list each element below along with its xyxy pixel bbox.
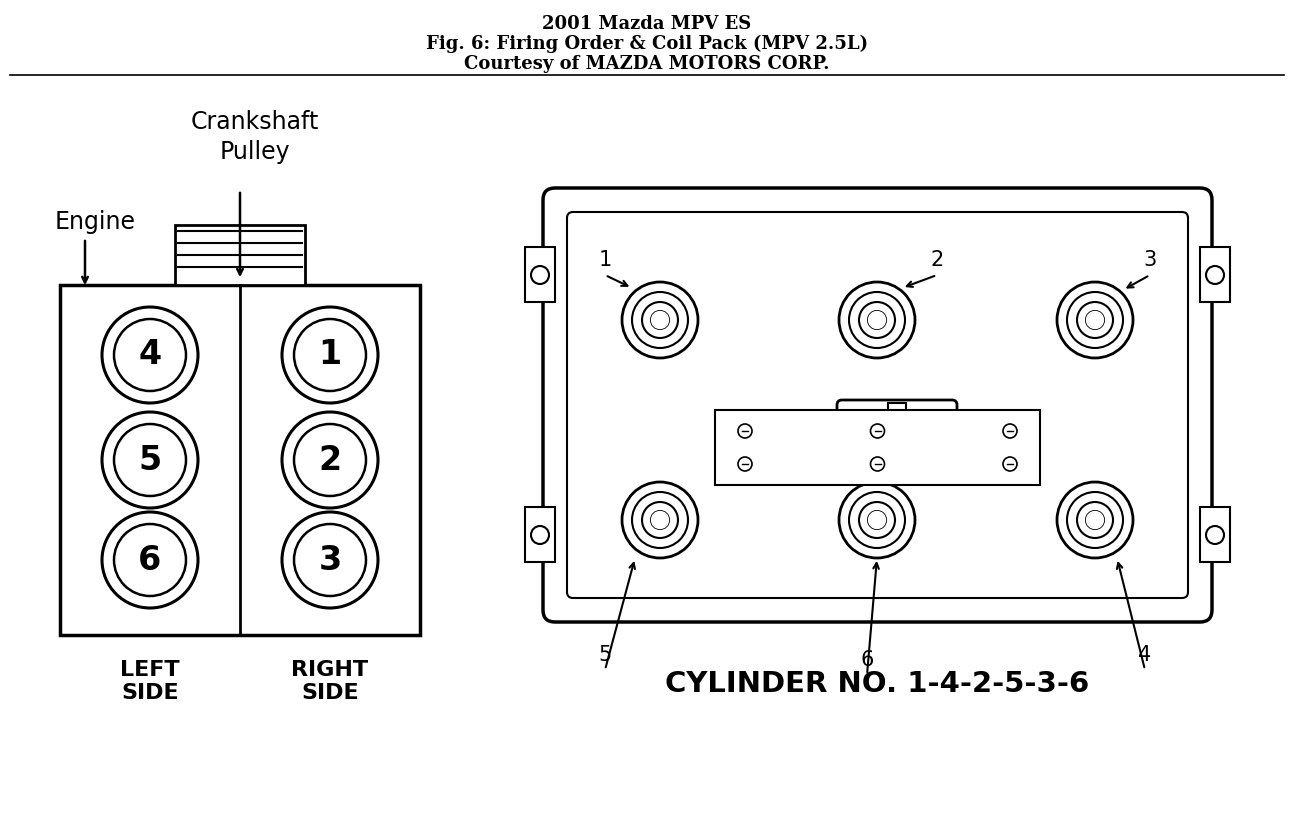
Circle shape (868, 311, 885, 328)
Bar (60, 285, 421, 635)
Text: 4: 4 (138, 338, 162, 372)
Circle shape (917, 430, 928, 440)
Circle shape (1087, 311, 1104, 328)
Bar (525, 507, 555, 562)
FancyBboxPatch shape (543, 188, 1212, 622)
Text: 5: 5 (598, 645, 612, 665)
FancyBboxPatch shape (837, 400, 958, 460)
Text: 6: 6 (138, 544, 162, 576)
Text: 1: 1 (318, 338, 342, 372)
FancyBboxPatch shape (567, 212, 1188, 598)
Text: 1: 1 (598, 250, 612, 270)
Text: 2: 2 (318, 443, 342, 477)
Text: Engine: Engine (56, 210, 136, 234)
Circle shape (867, 430, 877, 440)
Bar (1200, 507, 1231, 562)
Text: CYLINDER NO. 1-4-2-5-3-6: CYLINDER NO. 1-4-2-5-3-6 (665, 670, 1090, 698)
Circle shape (1087, 512, 1104, 528)
Text: LEFT
SIDE: LEFT SIDE (120, 660, 180, 703)
Circle shape (901, 430, 911, 440)
Bar (175, 225, 305, 285)
Bar (716, 410, 1040, 485)
Text: 6: 6 (861, 650, 873, 670)
Text: 5: 5 (138, 443, 162, 477)
Text: 3: 3 (318, 544, 342, 576)
Text: Crankshaft
Pulley: Crankshaft Pulley (190, 110, 320, 164)
Bar (1200, 247, 1231, 302)
Circle shape (884, 430, 894, 440)
Text: 2001 Mazda MPV ES: 2001 Mazda MPV ES (542, 15, 752, 33)
Circle shape (651, 311, 669, 328)
Text: 3: 3 (1144, 250, 1157, 270)
Circle shape (651, 512, 669, 528)
Bar (888, 403, 906, 417)
Text: Courtesy of MAZDA MOTORS CORP.: Courtesy of MAZDA MOTORS CORP. (465, 55, 829, 73)
Text: RIGHT
SIDE: RIGHT SIDE (291, 660, 369, 703)
Text: Fig. 6: Firing Order & Coil Pack (MPV 2.5L): Fig. 6: Firing Order & Coil Pack (MPV 2.… (426, 35, 868, 53)
Bar (525, 247, 555, 302)
Text: 4: 4 (1139, 645, 1152, 665)
Text: 2: 2 (930, 250, 943, 270)
Circle shape (868, 512, 885, 528)
